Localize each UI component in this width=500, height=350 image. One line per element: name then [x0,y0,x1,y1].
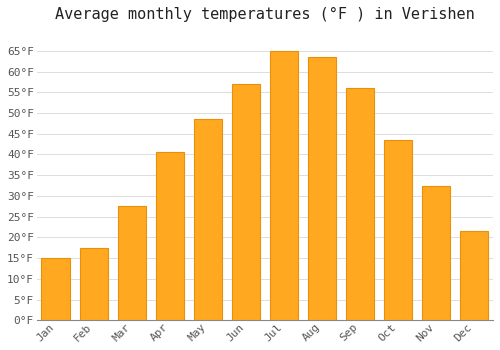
Bar [194,119,222,320]
Bar [42,258,70,320]
Bar [422,186,450,320]
Bar [346,88,374,320]
Bar [232,84,260,320]
Title: Average monthly temperatures (°F ) in Verishen: Average monthly temperatures (°F ) in Ve… [55,7,475,22]
Bar [308,57,336,320]
Bar [156,152,184,320]
Bar [80,248,108,320]
Bar [460,231,488,320]
Bar [384,140,412,320]
Bar [118,206,146,320]
Bar [270,51,298,320]
